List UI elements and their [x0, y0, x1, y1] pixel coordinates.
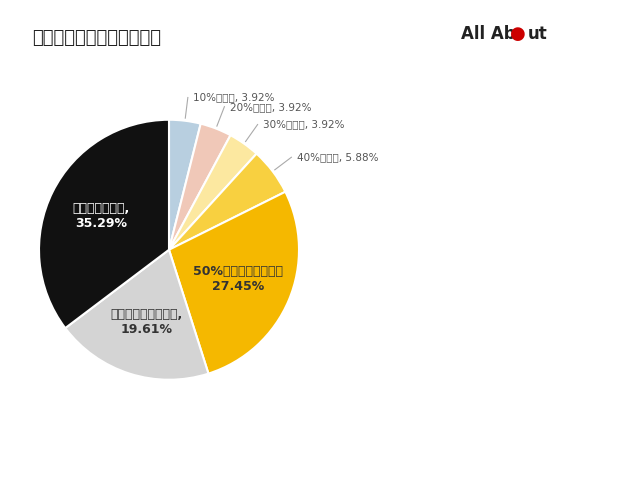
Text: 20%は貯蓄, 3.92%: 20%は貯蓄, 3.92%	[230, 102, 311, 112]
Text: 東大生のお小遣いの貯蓄率: 東大生のお小遣いの貯蓄率	[32, 29, 161, 47]
Wedge shape	[169, 192, 299, 373]
Wedge shape	[169, 124, 230, 250]
Text: All Ab: All Ab	[461, 24, 515, 43]
Text: 使い切っていた,
35.29%: 使い切っていた, 35.29%	[73, 202, 130, 230]
Wedge shape	[169, 154, 285, 250]
Text: ut: ut	[528, 24, 548, 43]
Wedge shape	[39, 120, 169, 328]
Wedge shape	[65, 250, 209, 380]
Text: 40%は貯蓄, 5.88%: 40%は貯蓄, 5.88%	[296, 152, 378, 162]
Text: ●: ●	[510, 24, 526, 43]
Text: 50%以上貯蓄していた
27.45%: 50%以上貯蓄していた 27.45%	[193, 265, 284, 293]
Wedge shape	[169, 120, 201, 250]
Text: 30%は貯蓄, 3.92%: 30%は貯蓄, 3.92%	[263, 120, 344, 130]
Text: お小遣い制ではない,
19.61%: お小遣い制ではない, 19.61%	[110, 308, 182, 336]
Wedge shape	[169, 135, 257, 250]
Text: 10%は貯蓄, 3.92%: 10%は貯蓄, 3.92%	[193, 93, 275, 103]
